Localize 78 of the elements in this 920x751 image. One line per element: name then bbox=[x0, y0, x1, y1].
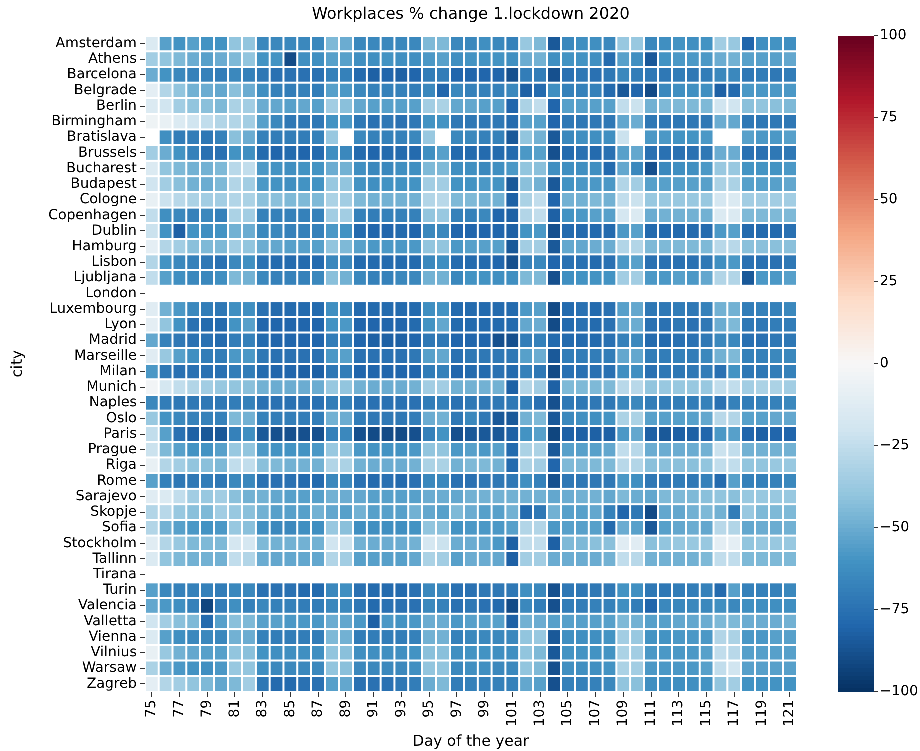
y-tick-label: Naples bbox=[89, 394, 137, 411]
x-tick-label: 101 bbox=[504, 700, 520, 727]
x-tick-label: 107 bbox=[587, 700, 604, 727]
x-tick-label: 79 bbox=[199, 700, 216, 718]
y-tick-label: Prague bbox=[88, 442, 137, 458]
y-tick-label: Sofia bbox=[102, 520, 137, 536]
x-tick-label: 77 bbox=[171, 700, 188, 718]
x-tick-label: 105 bbox=[560, 700, 576, 727]
x-tick-label: 87 bbox=[310, 700, 326, 718]
x-tick-label: 83 bbox=[254, 700, 271, 718]
y-tick-label: Vienna bbox=[88, 628, 137, 645]
y-tick-label: Munich bbox=[86, 379, 137, 396]
y-tick-label: Budapest bbox=[70, 176, 138, 192]
x-tick-label: 95 bbox=[421, 700, 438, 718]
y-tick-label: Marseille bbox=[74, 348, 137, 364]
x-tick-label: 119 bbox=[754, 700, 770, 727]
y-tick-label: Birmingham bbox=[52, 114, 137, 130]
y-tick-label: Tirana bbox=[92, 566, 137, 582]
chart-title: Workplaces % change 1.lockdown 2020 bbox=[312, 4, 630, 24]
y-tick-label: Brussels bbox=[78, 144, 137, 161]
y-tick-label: Lyon bbox=[104, 316, 137, 333]
x-tick-label: 109 bbox=[615, 700, 632, 727]
y-tick-label: Lisbon bbox=[92, 254, 137, 270]
y-tick-label: Turin bbox=[102, 582, 137, 598]
y-tick-label: Oslo bbox=[106, 410, 137, 426]
color-bar-label: 25 bbox=[880, 274, 898, 290]
color-bar-label: −25 bbox=[880, 438, 910, 454]
x-tick-label: 117 bbox=[726, 700, 742, 727]
x-tick-label: 75 bbox=[144, 700, 160, 718]
y-tick-label: Skopje bbox=[90, 504, 137, 520]
y-tick-label: Sarajevo bbox=[76, 488, 137, 504]
color-bar-label: 100 bbox=[880, 28, 907, 44]
y-tick-label: Cologne bbox=[80, 192, 137, 208]
y-tick-label: Copenhagen bbox=[48, 207, 137, 224]
x-tick-label: 89 bbox=[338, 700, 354, 718]
x-tick-label: 115 bbox=[698, 700, 714, 727]
y-tick-label: Hamburg bbox=[72, 238, 137, 254]
y-tick-label: Ljubljana bbox=[74, 270, 137, 286]
y-axis-title: city bbox=[8, 350, 26, 378]
y-tick-label: Madrid bbox=[88, 332, 137, 348]
x-tick-label: 103 bbox=[532, 700, 548, 727]
color-bar-label: 75 bbox=[880, 110, 898, 126]
y-tick-label: Zagreb bbox=[86, 676, 138, 692]
x-axis-title: Day of the year bbox=[412, 732, 530, 750]
y-tick-label: Belgrade bbox=[74, 82, 137, 98]
y-tick-label: Berlin bbox=[96, 98, 137, 114]
y-tick-label: Amsterdam bbox=[56, 35, 137, 52]
x-tick-label: 111 bbox=[642, 700, 659, 727]
y-tick-label: Vilnius bbox=[91, 644, 137, 661]
color-bar-label: 0 bbox=[880, 356, 889, 372]
x-tick-label: 81 bbox=[226, 700, 243, 718]
x-tick-label: 93 bbox=[393, 700, 410, 718]
y-tick-label: Bucharest bbox=[66, 160, 138, 176]
x-tick-label: 113 bbox=[670, 700, 687, 727]
y-tick-label: Paris bbox=[104, 426, 137, 442]
y-tick-label: Riga bbox=[106, 457, 137, 474]
x-tick-label: 121 bbox=[782, 700, 798, 727]
y-tick-label: Rome bbox=[97, 472, 137, 489]
y-tick-label: Luxembourg bbox=[50, 300, 137, 317]
color-bar-label: −100 bbox=[880, 684, 918, 700]
x-tick-label: 91 bbox=[366, 700, 382, 718]
color-bar-label: 50 bbox=[880, 192, 898, 208]
y-tick-label: Milan bbox=[100, 363, 137, 380]
y-tick-label: Stockholm bbox=[63, 535, 137, 552]
color-bar-label: −75 bbox=[880, 602, 910, 618]
y-tick-label: London bbox=[86, 285, 137, 302]
y-tick-label: Barcelona bbox=[67, 66, 137, 83]
y-tick-label: Valencia bbox=[78, 598, 137, 614]
y-tick-label: Dublin bbox=[92, 222, 137, 239]
color-bar-label: −50 bbox=[880, 520, 910, 536]
y-tick-label: Athens bbox=[88, 51, 137, 68]
x-tick-label: 97 bbox=[448, 700, 465, 718]
x-tick-label: 85 bbox=[282, 700, 298, 718]
x-tick-label: 99 bbox=[476, 700, 493, 718]
y-tick-label: Bratislava bbox=[67, 129, 137, 146]
y-tick-label: Tallinn bbox=[92, 550, 137, 567]
y-tick-label: Warsaw bbox=[82, 660, 137, 676]
y-tick-label: Valletta bbox=[84, 613, 137, 630]
